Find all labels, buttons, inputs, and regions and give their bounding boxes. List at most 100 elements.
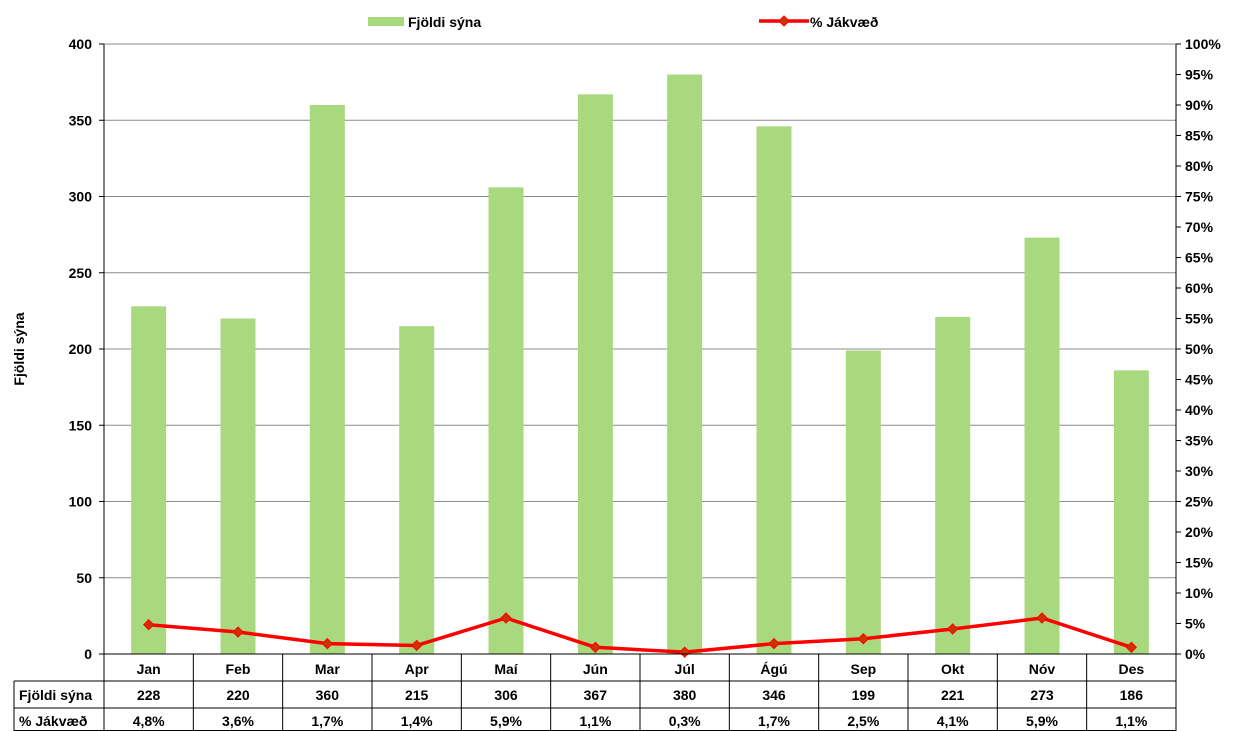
table-row-label: Fjöldi sýna — [19, 687, 92, 703]
category-label: Apr — [405, 661, 430, 677]
data-label-bar: 228 — [137, 687, 161, 703]
data-label-line: 1,4% — [401, 713, 433, 729]
bar-Sep — [845, 350, 881, 654]
category-label: Okt — [941, 661, 965, 677]
category-label: Feb — [226, 661, 251, 677]
legend-swatch-marker — [778, 15, 790, 27]
gridlines — [104, 43, 1176, 579]
bar-Feb — [220, 318, 256, 654]
category-label: Júl — [675, 661, 695, 677]
data-label-bar: 221 — [941, 687, 965, 703]
category-label: Jún — [583, 661, 608, 677]
category-label: Nóv — [1029, 661, 1056, 677]
left-tick-label: 150 — [69, 417, 93, 433]
bar-Jún — [577, 94, 613, 654]
right-tick-label: 5% — [1185, 616, 1206, 632]
right-tick-label: 25% — [1185, 494, 1214, 510]
data-label-bar: 367 — [584, 687, 608, 703]
right-tick-label: 95% — [1185, 67, 1214, 83]
line-series — [142, 612, 1138, 658]
data-label-line: 5,9% — [1026, 713, 1058, 729]
data-label-line: 1,1% — [1115, 713, 1147, 729]
data-label-line: 0,3% — [669, 713, 701, 729]
right-tick-label: 15% — [1185, 555, 1214, 571]
data-label-bar: 186 — [1120, 687, 1144, 703]
right-tick-label: 35% — [1185, 433, 1214, 449]
right-tick-label: 60% — [1185, 280, 1214, 296]
data-label-line: 3,6% — [222, 713, 254, 729]
legend-label-bar: Fjöldi sýna — [408, 14, 481, 30]
left-axis-ticks: 0 50 100 150 200 250 300 350 400 — [69, 36, 104, 662]
right-tick-label: 45% — [1185, 372, 1214, 388]
right-tick-label: 75% — [1185, 189, 1214, 205]
right-tick-label: 55% — [1185, 311, 1214, 327]
data-label-bar: 199 — [852, 687, 876, 703]
bar-Ágú — [756, 126, 792, 655]
right-tick-label: 0% — [1185, 646, 1206, 662]
right-tick-label: 100% — [1185, 36, 1221, 52]
data-label-line: 5,9% — [490, 713, 522, 729]
category-label: Ágú — [760, 661, 787, 677]
table-row-label: % Jákvæð — [19, 713, 87, 729]
bar-Júl — [667, 74, 703, 654]
data-label-line: 2,5% — [847, 713, 879, 729]
left-tick-label: 200 — [69, 341, 93, 357]
left-tick-label: 400 — [69, 36, 93, 52]
legend-label-line: % Jákvæð — [810, 14, 878, 30]
right-tick-label: 30% — [1185, 463, 1214, 479]
left-tick-label: 350 — [69, 112, 93, 128]
category-label: Mar — [315, 661, 340, 677]
left-tick-label: 50 — [76, 570, 92, 586]
data-label-line: 1,1% — [579, 713, 611, 729]
data-label-bar: 380 — [673, 687, 697, 703]
line-point-Maí — [500, 612, 512, 624]
bar-Apr — [399, 326, 435, 654]
line-point-Jún — [589, 641, 602, 653]
bar-Maí — [488, 187, 524, 654]
bar-Okt — [935, 316, 971, 654]
line-point-Mar — [321, 637, 334, 650]
bar-Des — [1113, 370, 1149, 654]
line-point-Okt — [946, 623, 959, 635]
right-tick-label: 10% — [1185, 585, 1214, 601]
data-label-line: 4,1% — [937, 713, 969, 729]
category-label: Jan — [137, 661, 161, 677]
line-point-Des — [1125, 641, 1138, 653]
right-tick-label: 65% — [1185, 250, 1214, 266]
right-axis-ticks: 0% 5% 10% 15% 20% 25% 30% 35% 40% 45% 50% 55% 60% 65%… — [1176, 36, 1221, 662]
line-point-Feb — [232, 626, 244, 638]
right-tick-label: 50% — [1185, 341, 1214, 357]
data-label-bar: 306 — [494, 687, 518, 703]
right-tick-label: 90% — [1185, 97, 1214, 113]
data-label-bar: 273 — [1030, 687, 1054, 703]
bar-series — [131, 74, 1149, 655]
line-point-Apr — [410, 639, 423, 652]
right-tick-label: 85% — [1185, 128, 1214, 144]
bar-Jan — [131, 306, 167, 654]
data-label-line: 1,7% — [311, 713, 343, 729]
y-axis-title: Fjöldi sýna — [11, 312, 27, 385]
data-label-bar: 346 — [762, 687, 786, 703]
bar-Nóv — [1024, 237, 1060, 655]
left-tick-label: 100 — [69, 494, 93, 510]
legend-swatch-bar — [368, 17, 404, 26]
data-label-bar: 220 — [226, 687, 250, 703]
right-tick-label: 70% — [1185, 219, 1214, 235]
line-point-Nóv — [1036, 612, 1048, 624]
data-label-line: 1,7% — [758, 713, 790, 729]
category-label: Des — [1118, 661, 1144, 677]
data-label-bar: 360 — [316, 687, 340, 703]
legend: Fjöldi sýna % Jákvæð — [368, 14, 878, 30]
right-tick-label: 20% — [1185, 524, 1214, 540]
line-point-Júl — [678, 646, 691, 658]
data-table: Jan Feb Mar Apr Maí Jún Júl Ágú Sep Okt Nóv Des Fjöl… — [13, 653, 1177, 731]
line-point-Jan — [142, 619, 155, 631]
line-path — [148, 616, 1132, 654]
line-point-Sep — [857, 633, 870, 645]
bar-Mar — [309, 105, 345, 654]
data-label-line: 4,8% — [133, 713, 165, 729]
right-tick-label: 40% — [1185, 402, 1214, 418]
left-tick-label: 250 — [69, 265, 93, 281]
line-point-Ágú — [768, 637, 780, 650]
